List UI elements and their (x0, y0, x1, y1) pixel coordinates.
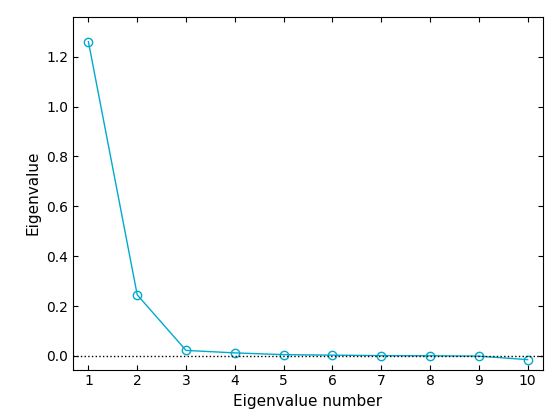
X-axis label: Eigenvalue number: Eigenvalue number (234, 394, 382, 409)
Y-axis label: Eigenvalue: Eigenvalue (25, 151, 40, 236)
